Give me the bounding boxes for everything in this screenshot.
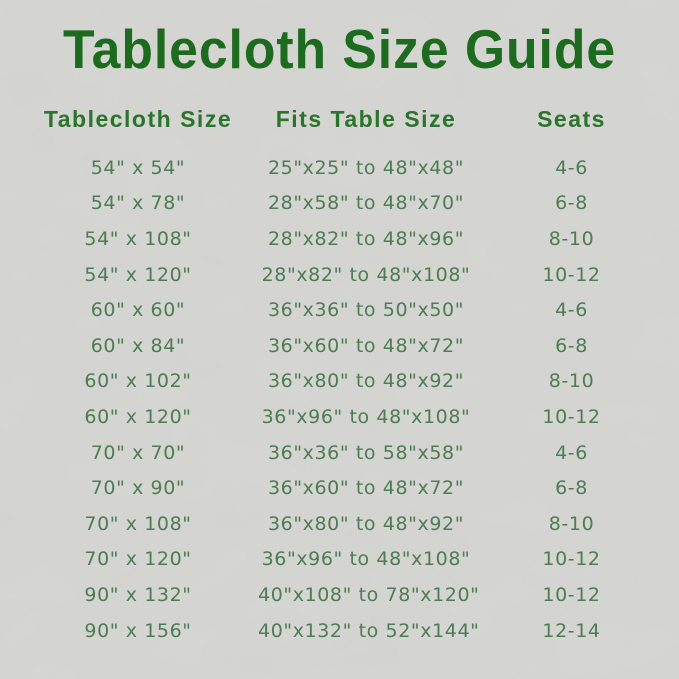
tablecloth-size-value: 60" x 60": [90, 299, 186, 322]
fits-table-size-value: 40"x132" to 52"x144": [258, 619, 480, 642]
table-row: 90" x 132" 40"x108" to 78"x120" 10-12: [0, 577, 679, 613]
seats-value: 8-10: [548, 370, 595, 393]
fits-table-size-value: 36"x80" to 48"x92": [267, 370, 465, 393]
fits-table-size-value: 28"x82" to 48"x96": [267, 227, 465, 250]
column-header-tablecloth-size: Tablecloth Size: [43, 105, 233, 132]
column-header-fits-table-size: Fits Table Size: [275, 105, 457, 132]
tablecloth-size-value: 54" x 120": [84, 263, 192, 286]
tablecloth-size-value: 70" x 90": [90, 477, 186, 500]
table-row: 60" x 84" 36"x60" to 48"x72" 6-8: [0, 328, 679, 364]
tablecloth-size-value: 70" x 108": [84, 512, 192, 535]
fits-table-size-value: 36"x60" to 48"x72": [267, 334, 465, 357]
fits-table-size-value: 25"x25" to 48"x48": [267, 156, 465, 179]
table-row: 70" x 120" 36"x96" to 48"x108" 10-12: [0, 542, 679, 578]
page-title: Tablecloth Size Guide: [62, 18, 617, 80]
table-row: 54" x 108" 28"x82" to 48"x96" 8-10: [0, 221, 679, 257]
fits-table-size-value: 40"x108" to 78"x120": [258, 583, 480, 606]
fits-table-size-value: 28"x82" to 48"x108": [261, 263, 471, 286]
seats-value: 10-12: [542, 583, 601, 606]
table-row: 54" x 120" 28"x82" to 48"x108" 10-12: [0, 257, 679, 293]
table-header-row: Tablecloth Size Fits Table Size Seats: [0, 102, 679, 136]
tablecloth-size-value: 70" x 120": [84, 548, 192, 571]
fits-table-size-value: 36"x80" to 48"x92": [267, 512, 465, 535]
table-row: 70" x 90" 36"x60" to 48"x72" 6-8: [0, 470, 679, 506]
table-row: 54" x 78" 28"x58" to 48"x70" 6-8: [0, 186, 679, 222]
seats-value: 6-8: [555, 477, 588, 500]
table-row: 54" x 54" 25"x25" to 48"x48" 4-6: [0, 150, 679, 186]
tablecloth-size-value: 90" x 132": [84, 583, 192, 606]
tablecloth-size-value: 54" x 108": [84, 227, 192, 250]
table-row: 90" x 156" 40"x132" to 52"x144" 12-14: [0, 613, 679, 649]
column-header-seats: Seats: [537, 105, 606, 132]
table-row: 70" x 70" 36"x36" to 58"x58" 4-6: [0, 435, 679, 471]
seats-value: 10-12: [542, 548, 601, 571]
table-row: 60" x 102" 36"x80" to 48"x92" 8-10: [0, 364, 679, 400]
fits-table-size-value: 36"x36" to 50"x50": [267, 299, 465, 322]
seats-value: 10-12: [542, 405, 601, 428]
table-row: 60" x 60" 36"x36" to 50"x50" 4-6: [0, 292, 679, 328]
tablecloth-size-value: 54" x 54": [90, 156, 186, 179]
fits-table-size-value: 36"x96" to 48"x108": [261, 405, 471, 428]
seats-value: 10-12: [542, 263, 601, 286]
tablecloth-size-value: 90" x 156": [84, 619, 192, 642]
fits-table-size-value: 28"x58" to 48"x70": [267, 192, 465, 215]
seats-value: 12-14: [542, 619, 601, 642]
table-row: 70" x 108" 36"x80" to 48"x92" 8-10: [0, 506, 679, 542]
fits-table-size-value: 36"x96" to 48"x108": [261, 548, 471, 571]
tablecloth-size-value: 60" x 120": [84, 405, 192, 428]
tablecloth-size-value: 54" x 78": [90, 192, 186, 215]
tablecloth-size-value: 60" x 102": [84, 370, 192, 393]
fits-table-size-value: 36"x36" to 58"x58": [267, 441, 465, 464]
fits-table-size-value: 36"x60" to 48"x72": [267, 477, 465, 500]
seats-value: 8-10: [548, 227, 595, 250]
seats-value: 4-6: [555, 299, 588, 322]
seats-value: 4-6: [555, 441, 588, 464]
seats-value: 8-10: [548, 512, 595, 535]
tablecloth-size-value: 70" x 70": [90, 441, 186, 464]
table-row: 60" x 120" 36"x96" to 48"x108" 10-12: [0, 399, 679, 435]
tablecloth-size-value: 60" x 84": [90, 334, 186, 357]
seats-value: 6-8: [555, 192, 588, 215]
seats-value: 6-8: [555, 334, 588, 357]
seats-value: 4-6: [555, 156, 588, 179]
table-body: 54" x 54" 25"x25" to 48"x48" 4-6 54" x 7…: [0, 150, 679, 648]
